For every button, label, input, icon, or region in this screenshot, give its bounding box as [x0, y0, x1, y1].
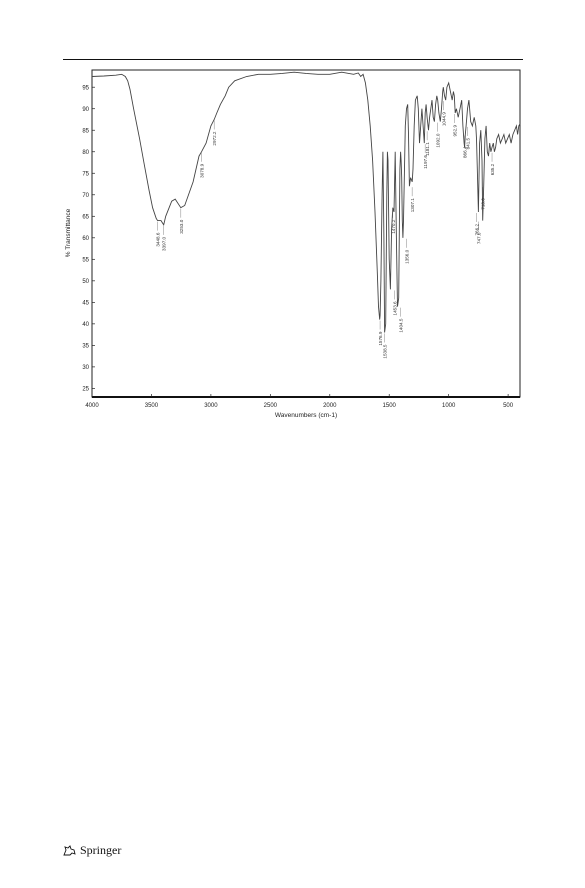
y-tick-label: 50 [82, 279, 89, 285]
y-axis-ticks: 25 30 35 40 45 50 55 60 65 70 75 80 85 90 95 [82, 85, 95, 393]
peak-label: 766.2 [475, 224, 480, 236]
peak-label: 1404.5 [399, 318, 404, 332]
x-tick-label: 3500 [145, 403, 159, 409]
ir-spectrum-chart: 25 30 35 40 45 50 55 60 65 70 75 80 85 90 95 4000 3500 3… [65, 69, 521, 419]
y-tick-label: 30 [82, 365, 89, 371]
x-tick-label: 1500 [383, 403, 397, 409]
peak-label: 1044.9 [441, 112, 446, 126]
y-tick-label: 25 [82, 387, 89, 393]
peak-label: 1092.0 [436, 133, 441, 147]
y-tick-label: 85 [82, 128, 89, 134]
header-rule [63, 59, 523, 61]
x-axis-label: Wavenumbers (cm-1) [275, 412, 337, 419]
peak-label: 747.6 [477, 232, 482, 244]
publisher-name: Springer [80, 843, 122, 857]
peak-label: 1453.6 [393, 301, 398, 315]
y-tick-label: 80 [82, 150, 89, 156]
y-tick-label: 45 [82, 301, 89, 307]
peak-label: 1356.0 [404, 249, 409, 263]
springer-horse-icon [63, 845, 76, 856]
series-line-transmittance [91, 71, 521, 333]
peak-label: 1197.6 [423, 155, 428, 169]
peak-label: 1470.2 [391, 219, 396, 233]
peak-label: 713.6 [481, 198, 486, 210]
x-tick-label: 500 [503, 403, 514, 409]
y-tick-label: 35 [82, 344, 89, 350]
y-tick-label: 95 [82, 85, 89, 91]
x-axis-ticks: 4000 3500 3000 2500 2000 1500 1000 500 [85, 394, 514, 409]
x-tick-label: 4000 [85, 403, 99, 409]
peak-label: 635.2 [490, 163, 495, 175]
peak-label: 3078.9 [200, 163, 205, 177]
x-tick-label: 1000 [442, 403, 456, 409]
peak-label: 952.9 [452, 125, 457, 137]
y-tick-label: 90 [82, 107, 89, 113]
y-tick-label: 40 [82, 322, 89, 328]
peak-label: 3448.6 [156, 232, 161, 246]
peak-label: 841.5 [466, 137, 471, 149]
peak-label: 1307.1 [410, 198, 415, 212]
peak-label: 1538.5 [383, 344, 388, 358]
y-tick-label: 75 [82, 171, 89, 177]
x-tick-label: 3000 [204, 403, 218, 409]
peak-label: 1181.1 [425, 142, 430, 156]
peak-label: 1576.9 [378, 331, 383, 345]
peak-label: 3397.0 [162, 236, 167, 250]
x-tick-label: 2000 [323, 403, 337, 409]
y-tick-label: 65 [82, 214, 89, 220]
y-tick-label: 55 [82, 258, 89, 264]
peak-annotations: 3448.6 3397.0 3253.0 3078.9 2972.2 1576.91538… [156, 101, 495, 359]
peak-label: 866.4 [463, 146, 468, 158]
peak-label: 2972.2 [212, 131, 217, 145]
x-tick-label: 2500 [264, 403, 278, 409]
y-tick-label: 70 [82, 193, 89, 199]
publisher-footer: Springer [63, 843, 121, 858]
y-tick-label: 60 [82, 236, 89, 242]
peak-label: 3253.0 [179, 219, 184, 233]
y-axis-label: % Transmittance [65, 208, 72, 257]
